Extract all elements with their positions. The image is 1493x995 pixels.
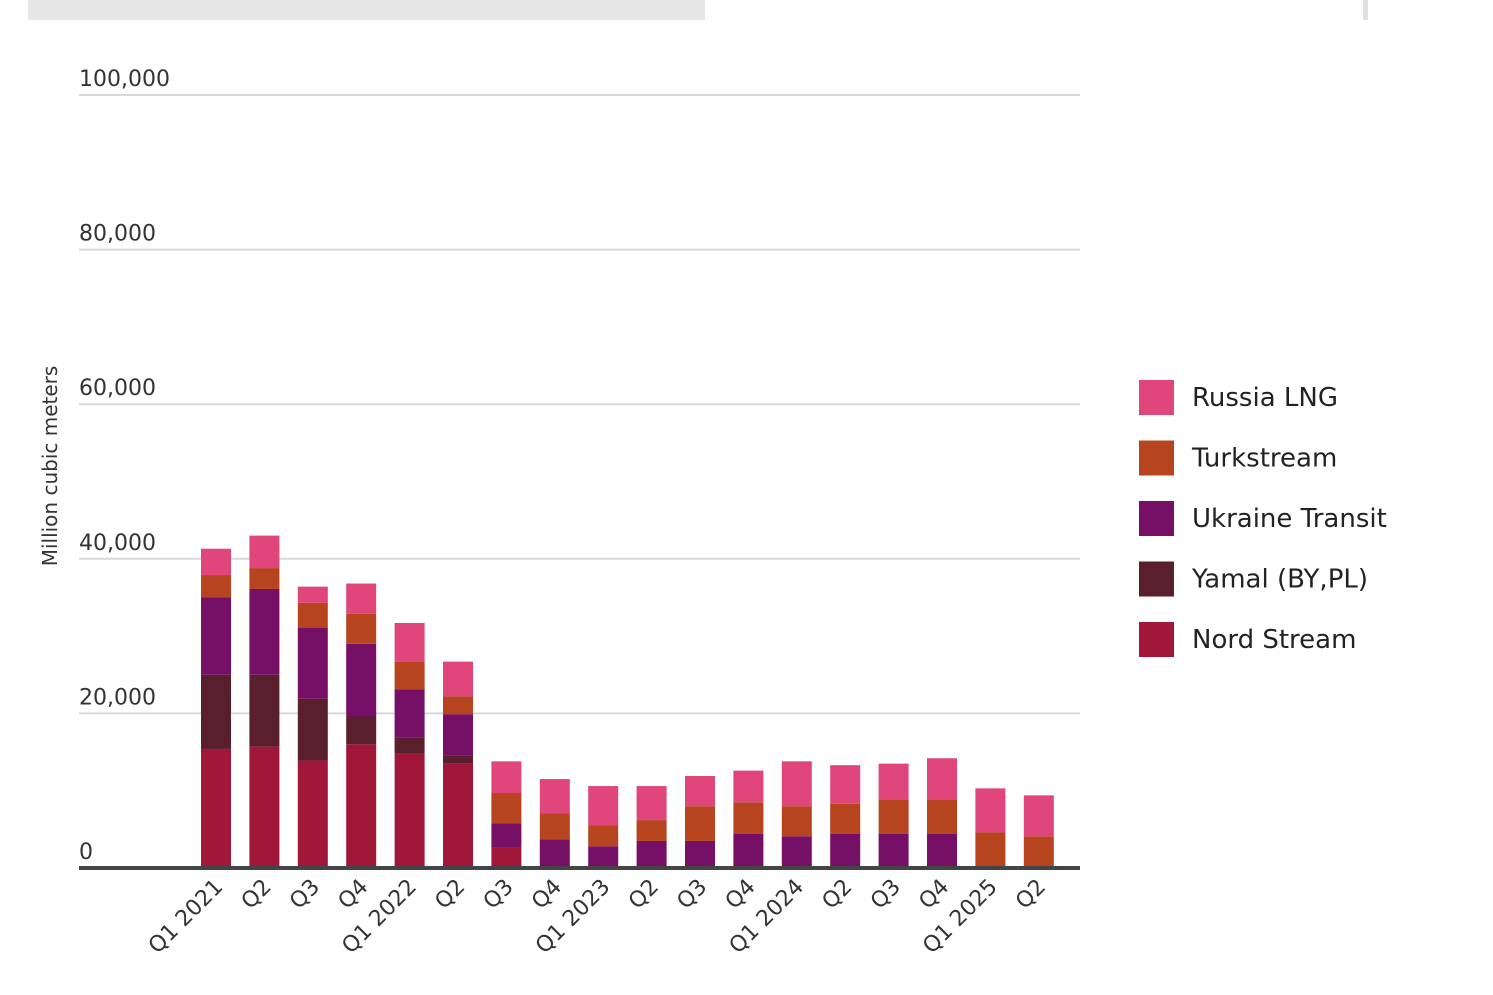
x-tick-label: Q1 2021	[144, 875, 228, 959]
bar-segment-turkstream	[539, 813, 570, 840]
y-tick-label: 80,000	[79, 222, 156, 247]
y-tick-label: 20,000	[79, 685, 156, 710]
bar-segment-ukraine-transit	[685, 840, 715, 868]
bar-segment-turkstream	[927, 799, 957, 834]
bar-segment-russia-lng	[975, 788, 1006, 833]
bar-segment-yamal-by-pl-	[201, 674, 231, 749]
x-tick-label: Q4	[914, 875, 954, 915]
top-panel-bar	[28, 0, 705, 20]
bar-segment-ukraine-transit	[249, 588, 280, 675]
bar-segment-turkstream	[636, 820, 667, 841]
y-tick-label: 100,000	[79, 67, 170, 92]
bar-segment-russia-lng	[1023, 795, 1054, 837]
bar-segment-turkstream	[685, 806, 715, 841]
bar-segment-yamal-by-pl-	[394, 737, 425, 754]
x-tick-label: Q2	[430, 875, 470, 915]
x-tick-label: Q3	[285, 875, 325, 915]
bar-segment-turkstream	[878, 799, 909, 834]
bar-segment-yamal-by-pl-	[297, 698, 328, 761]
bar-segment-yamal-by-pl-	[346, 716, 377, 745]
bar-segment-turkstream	[588, 825, 619, 847]
bar-segment-ukraine-transit	[733, 833, 764, 868]
bar-segment-yamal-by-pl-	[249, 674, 280, 747]
bar-segment-nord-stream	[491, 847, 522, 868]
bar-segment-russia-lng	[830, 765, 861, 804]
bar-segment-russia-lng	[878, 763, 909, 800]
bar-segment-turkstream	[249, 568, 280, 589]
bar-segment-turkstream	[733, 802, 764, 834]
bar-segment-russia-lng	[781, 761, 812, 807]
bar-segment-ukraine-transit	[491, 823, 522, 848]
x-tick-label: Q3	[866, 875, 906, 915]
bar-segment-russia-lng	[297, 586, 328, 603]
y-tick-label: 60,000	[79, 376, 156, 401]
bar-segment-russia-lng	[346, 583, 377, 614]
bar-segment-turkstream	[201, 575, 231, 598]
bar-segment-ukraine-transit	[297, 627, 328, 699]
bar-segment-nord-stream	[443, 763, 473, 868]
legend-swatch	[1139, 622, 1174, 657]
bar-segment-turkstream	[491, 793, 522, 824]
x-tick-label: Q2	[624, 875, 664, 915]
bar-segment-turkstream	[975, 832, 1006, 868]
y-tick-label: 40,000	[79, 531, 156, 556]
top-divider	[1363, 0, 1368, 20]
bar-segment-turkstream	[394, 661, 425, 690]
bar-segment-russia-lng	[685, 776, 715, 807]
bar-segment-turkstream	[443, 696, 473, 715]
bar-segment-ukraine-transit	[830, 833, 861, 868]
bar-segment-ukraine-transit	[781, 836, 812, 868]
bar-segment-ukraine-transit	[588, 846, 619, 868]
x-tick-label: Q4	[527, 875, 567, 915]
bar-segment-turkstream	[297, 602, 328, 628]
bar-segment-nord-stream	[297, 760, 328, 868]
bar-segment-russia-lng	[733, 770, 764, 803]
bar-segment-russia-lng	[539, 779, 570, 814]
bar-segment-ukraine-transit	[201, 597, 231, 675]
legend-swatch	[1139, 440, 1174, 476]
legend-label: Ukraine Transit	[1192, 504, 1387, 534]
legend-swatch	[1139, 561, 1174, 597]
bar-segment-russia-lng	[394, 622, 425, 662]
bar-segment-ukraine-transit	[878, 833, 909, 868]
legend-swatch	[1139, 380, 1174, 415]
bar-segment-russia-lng	[201, 548, 231, 576]
legend-label: Russia LNG	[1192, 383, 1338, 413]
x-tick-label: Q2	[1011, 875, 1051, 915]
y-tick-label: 0	[79, 840, 93, 865]
x-tick-label: Q3	[672, 875, 712, 915]
bar-segment-russia-lng	[588, 786, 619, 826]
y-axis-label: Million cubic meters	[38, 366, 62, 567]
x-tick-label: Q3	[479, 875, 519, 915]
x-tick-label: Q4	[721, 875, 761, 915]
legend-label: Nord Stream	[1192, 625, 1356, 655]
x-tick-label: Q4	[334, 875, 374, 915]
bar-segment-turkstream	[830, 803, 861, 834]
bar-segment-nord-stream	[346, 744, 377, 868]
legend-label: Yamal (BY,PL)	[1191, 565, 1368, 595]
x-tick-label: Q2	[237, 875, 277, 915]
bar-segment-nord-stream	[394, 753, 425, 868]
legend-swatch	[1139, 501, 1174, 536]
bar-segment-ukraine-transit	[636, 840, 667, 868]
bar-segment-russia-lng	[443, 661, 473, 697]
bar-segment-nord-stream	[249, 746, 280, 868]
bar-segment-yamal-by-pl-	[443, 755, 473, 764]
bar-segment-ukraine-transit	[539, 839, 570, 868]
legend-label: Turkstream	[1191, 444, 1337, 474]
bar-segment-russia-lng	[491, 761, 522, 794]
bar-segment-ukraine-transit	[394, 689, 425, 738]
bar-segment-russia-lng	[927, 758, 957, 800]
x-tick-label: Q2	[818, 875, 858, 915]
bar-segment-turkstream	[1023, 836, 1054, 868]
bar-segment-ukraine-transit	[346, 643, 377, 717]
bar-segment-ukraine-transit	[443, 714, 473, 756]
bar-segment-turkstream	[346, 613, 377, 644]
bar-segment-russia-lng	[636, 786, 667, 821]
bar-segment-turkstream	[781, 806, 812, 837]
bar-segment-nord-stream	[201, 748, 231, 868]
bar-segment-ukraine-transit	[927, 833, 957, 868]
bar-segment-russia-lng	[249, 535, 280, 569]
